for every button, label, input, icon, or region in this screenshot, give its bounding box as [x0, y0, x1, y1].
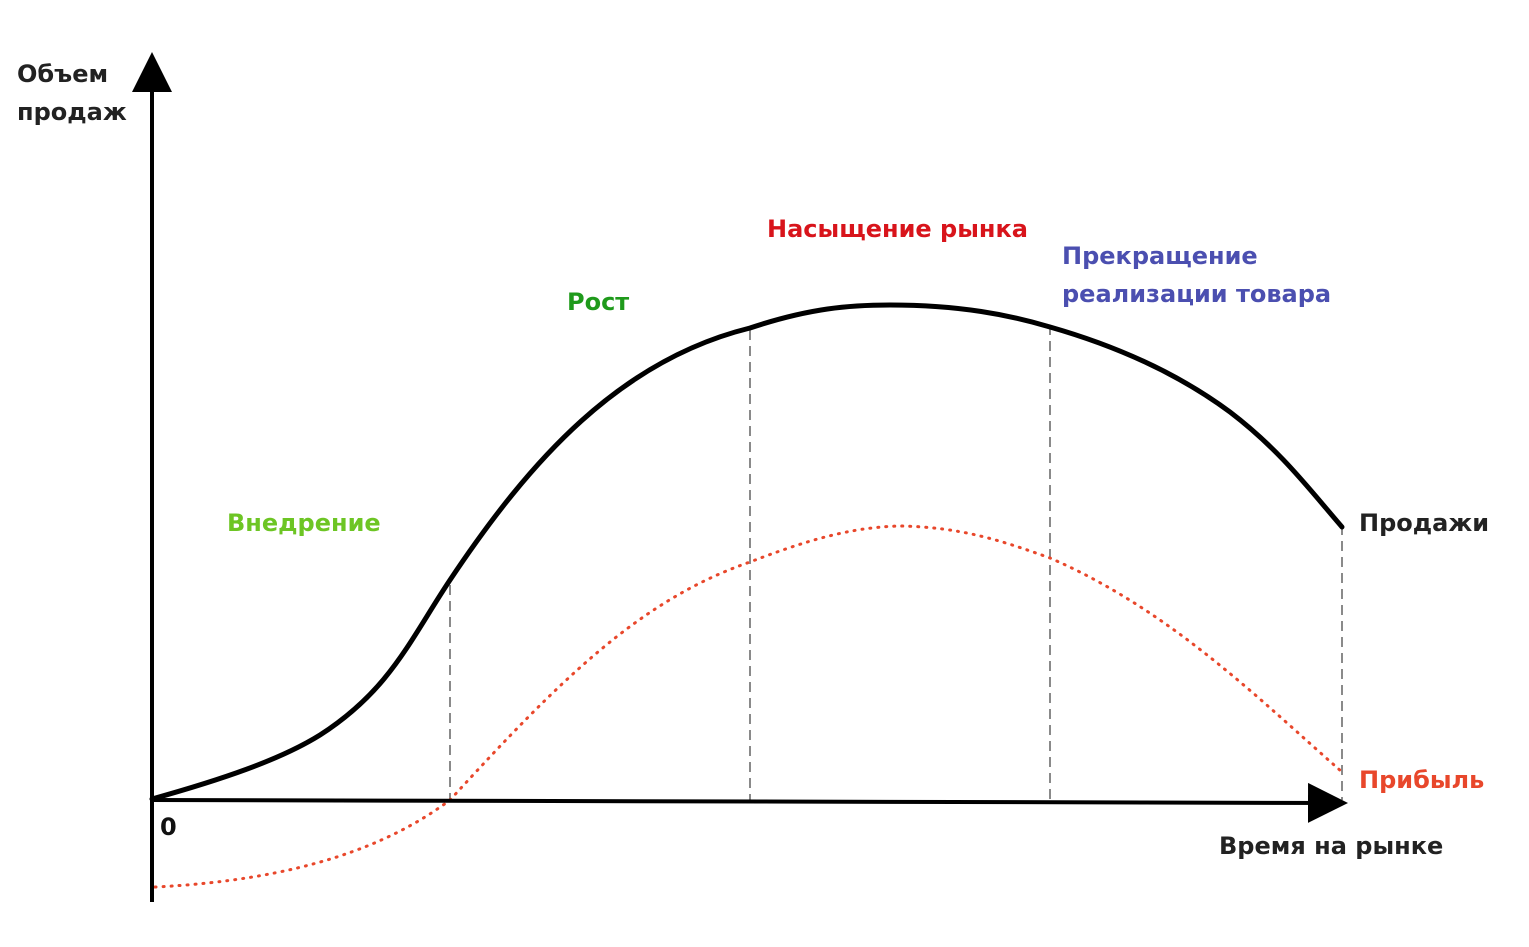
stage-label-decline-line: реализации товара — [1062, 280, 1332, 308]
stage-label-decline: Прекращение реализации товара — [1062, 237, 1331, 313]
y-axis-label: Объем продаж — [17, 55, 127, 131]
sales-curve-label: Продажи — [1359, 509, 1490, 537]
stage-label-decline-line: Прекращение — [1062, 242, 1258, 270]
stage-label-introduction: Внедрение — [227, 509, 381, 537]
profit-curve-label: Прибыль — [1359, 766, 1485, 794]
y-axis-label-line: продаж — [17, 98, 127, 126]
x-axis — [149, 782, 1348, 823]
sales-curve — [149, 302, 1345, 802]
profit-curve — [153, 524, 1344, 889]
stage-label-maturity: Насыщение рынка — [767, 215, 1028, 243]
stage-label-growth: Рост — [567, 288, 630, 316]
y-axis-label-line: Объем — [17, 60, 109, 88]
origin-label: 0 — [160, 813, 177, 841]
x-axis-label: Время на рынке — [1219, 832, 1444, 860]
